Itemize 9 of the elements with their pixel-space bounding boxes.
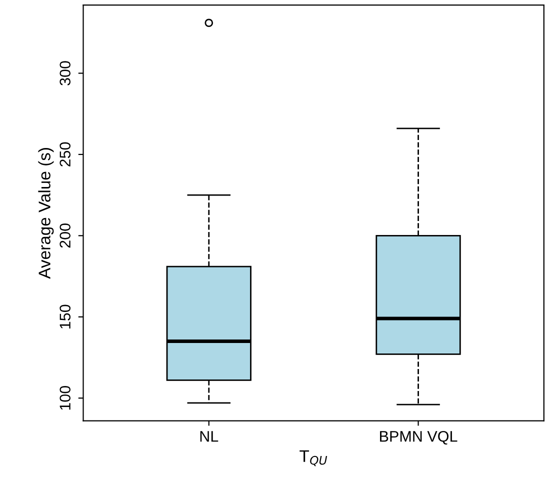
y-tick-label: 150: [60, 304, 71, 328]
y-tick-label: 250: [60, 142, 71, 166]
y-tick-label: 200: [60, 224, 71, 248]
y-axis-title: Average Value (s): [38, 148, 54, 279]
x-tick-label: BPMN VQL: [380, 430, 458, 445]
x-axis-title: T$_{QU}$: [300, 450, 328, 466]
y-tick-label: 100: [60, 386, 71, 410]
y-tick-label: 300: [60, 61, 71, 86]
x-tick-label: NL: [200, 431, 218, 442]
